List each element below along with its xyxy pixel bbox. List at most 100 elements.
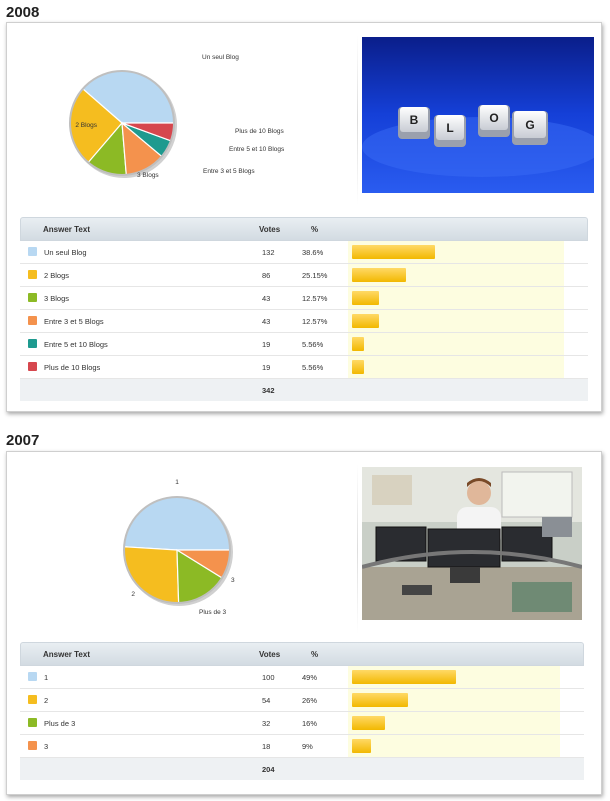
svg-text:G: G bbox=[525, 118, 534, 132]
table-row: Entre 5 et 10 Blogs 19 5.56% bbox=[20, 333, 588, 356]
table-row: 2 54 26% bbox=[20, 689, 584, 712]
col-pct: % bbox=[311, 225, 319, 234]
legend-swatch bbox=[28, 672, 37, 681]
vote-percent: 9% bbox=[302, 742, 313, 751]
total-votes: 342 bbox=[262, 386, 275, 395]
table-row: Plus de 3 32 16% bbox=[20, 712, 584, 735]
vote-percent: 16% bbox=[302, 719, 318, 728]
bar-track bbox=[348, 356, 564, 378]
pie-rim bbox=[123, 496, 231, 604]
key-l: L bbox=[434, 115, 466, 147]
svg-text:O: O bbox=[489, 111, 498, 125]
vote-percent: 25.15% bbox=[302, 271, 328, 280]
vote-count: 54 bbox=[262, 696, 271, 705]
legend-swatch bbox=[28, 741, 37, 750]
bar-track bbox=[348, 735, 560, 757]
blog-keyboard-keys-image: B L O G bbox=[362, 37, 594, 193]
legend-swatch bbox=[28, 316, 37, 325]
legend-swatch bbox=[28, 293, 37, 302]
table-row: 3 Blogs 43 12.57% bbox=[20, 287, 588, 310]
divider bbox=[357, 35, 358, 205]
answer-label: 1 bbox=[44, 673, 49, 682]
bar-track bbox=[348, 287, 564, 309]
results-table-2008: Answer Text Votes % Un seul Blog 132 38.6%… bbox=[20, 217, 588, 401]
pie-chart-2008: Un seul Blog 2 Blogs 3 Blogs Entre 3 et 5 B… bbox=[17, 35, 357, 211]
pie-label: Entre 5 et 10 Blogs bbox=[229, 146, 285, 153]
key-o: O bbox=[478, 105, 510, 137]
pie-rim bbox=[69, 70, 175, 176]
bar-track bbox=[348, 712, 560, 734]
table-row: Plus de 10 Blogs 19 5.56% bbox=[20, 356, 588, 379]
total-votes: 204 bbox=[262, 765, 275, 774]
year-heading-2007: 2007 bbox=[6, 432, 40, 449]
table-row: 1 100 49% bbox=[20, 666, 584, 689]
vote-count: 132 bbox=[262, 248, 275, 257]
pie-label: Entre 3 et 5 Blogs bbox=[203, 168, 255, 175]
answer-label: Plus de 10 Blogs bbox=[44, 363, 101, 372]
vote-count: 18 bbox=[262, 742, 271, 751]
pie-slice bbox=[123, 496, 231, 551]
divider bbox=[357, 464, 358, 634]
vote-count: 43 bbox=[262, 294, 271, 303]
bar-track bbox=[348, 333, 564, 355]
pie-label: 3 Blogs bbox=[137, 172, 159, 179]
col-answer-text: Answer Text bbox=[43, 650, 90, 659]
vote-bar bbox=[352, 693, 408, 707]
table-row: 2 Blogs 86 25.15% bbox=[20, 264, 588, 287]
pie-chart-2007: 1 2 Plus de 3 3 bbox=[17, 464, 357, 640]
col-votes: Votes bbox=[259, 225, 281, 234]
answer-label: Plus de 3 bbox=[44, 719, 76, 728]
vote-count: 100 bbox=[262, 673, 275, 682]
vote-percent: 26% bbox=[302, 696, 318, 705]
answer-label: 3 Blogs bbox=[44, 294, 70, 303]
poll-panel-2008: Un seul Blog 2 Blogs 3 Blogs Entre 3 et 5 B… bbox=[6, 22, 602, 412]
table-header: Answer Text Votes % bbox=[20, 217, 588, 241]
pie-label: 1 bbox=[175, 479, 179, 486]
vote-percent: 12.57% bbox=[302, 294, 328, 303]
col-pct: % bbox=[311, 650, 319, 659]
col-answer-text: Answer Text bbox=[43, 225, 90, 234]
answer-label: 3 bbox=[44, 742, 49, 751]
vote-bar bbox=[352, 360, 364, 374]
man-at-desk-with-monitors-image bbox=[362, 467, 582, 620]
key-g: G bbox=[512, 111, 548, 145]
pie-label: Plus de 3 bbox=[199, 609, 226, 616]
results-table-2007: Answer Text Votes % 1 100 49% 2 54 26% Plus de… bbox=[20, 642, 584, 780]
answer-label: 2 Blogs bbox=[44, 271, 70, 280]
vote-bar bbox=[352, 716, 385, 730]
legend-swatch bbox=[28, 362, 37, 371]
pie-label: Un seul Blog bbox=[202, 54, 239, 61]
legend-swatch bbox=[28, 718, 37, 727]
svg-text:L: L bbox=[446, 121, 453, 135]
poll-panel-2007: 1 2 Plus de 3 3 Answer Text Votes bbox=[6, 451, 602, 795]
table-header: Answer Text Votes % bbox=[20, 642, 584, 666]
svg-text:B: B bbox=[410, 113, 419, 127]
vote-bar bbox=[352, 245, 435, 259]
vote-count: 86 bbox=[262, 271, 271, 280]
pie-label: 2 bbox=[131, 591, 135, 598]
answer-label: Un seul Blog bbox=[44, 248, 87, 257]
vote-percent: 38.6% bbox=[302, 248, 324, 257]
answer-label: Entre 5 et 10 Blogs bbox=[44, 340, 108, 349]
bar-track bbox=[348, 310, 564, 332]
table-footer: 342 bbox=[20, 379, 588, 401]
legend-swatch bbox=[28, 695, 37, 704]
vote-count: 19 bbox=[262, 363, 271, 372]
vote-percent: 5.56% bbox=[302, 363, 324, 372]
key-b: B bbox=[398, 107, 430, 139]
vote-bar bbox=[352, 670, 456, 684]
legend-swatch bbox=[28, 339, 37, 348]
vote-percent: 5.56% bbox=[302, 340, 324, 349]
col-votes: Votes bbox=[259, 650, 281, 659]
vote-percent: 49% bbox=[302, 673, 318, 682]
answer-label: 2 bbox=[44, 696, 49, 705]
vote-bar bbox=[352, 739, 371, 753]
vote-bar bbox=[352, 314, 379, 328]
pie-label: Plus de 10 Blogs bbox=[235, 128, 285, 135]
year-heading-2008: 2008 bbox=[6, 4, 40, 21]
table-footer: 204 bbox=[20, 758, 584, 780]
vote-bar bbox=[352, 337, 364, 351]
vote-bar bbox=[352, 268, 406, 282]
table-row: Un seul Blog 132 38.6% bbox=[20, 241, 588, 264]
pie-label: 3 bbox=[231, 577, 235, 584]
